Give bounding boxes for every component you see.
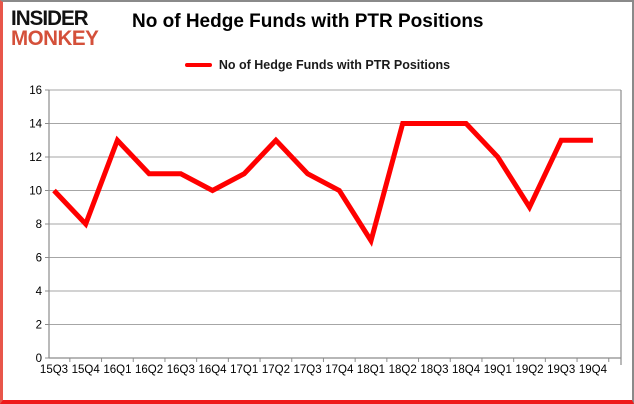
y-tick-label: 0 bbox=[36, 353, 42, 365]
x-tick-label: 15Q3 bbox=[40, 364, 68, 376]
chart-title: No of Hedge Funds with PTR Positions bbox=[132, 11, 484, 32]
x-tick-label: 17Q2 bbox=[262, 364, 290, 376]
x-tick-label: 19Q1 bbox=[484, 364, 512, 376]
x-tick-label: 17Q1 bbox=[230, 364, 258, 376]
y-tick-label: 12 bbox=[29, 152, 42, 164]
insider-monkey-logo: INSIDER MONKEY bbox=[11, 7, 100, 50]
y-tick-label: 6 bbox=[36, 253, 42, 265]
y-tick-label: 14 bbox=[29, 119, 42, 131]
y-tick-label: 2 bbox=[36, 320, 42, 332]
y-tick-label: 8 bbox=[36, 219, 42, 231]
x-tick-label: 17Q4 bbox=[325, 364, 354, 376]
x-tick-label: 19Q3 bbox=[547, 364, 575, 376]
x-tick-label: 15Q4 bbox=[72, 364, 101, 376]
logo-monkey-text: MONKEY bbox=[11, 27, 99, 50]
legend-label: No of Hedge Funds with PTR Positions bbox=[218, 58, 451, 72]
x-tick-label: 18Q2 bbox=[389, 364, 417, 376]
x-tick-label: 19Q2 bbox=[515, 364, 543, 376]
x-tick-label: 17Q3 bbox=[294, 364, 322, 376]
logo-insider-text: INSIDER bbox=[11, 7, 89, 30]
x-tick-label: 18Q4 bbox=[452, 364, 481, 376]
x-tick-label: 16Q3 bbox=[167, 364, 195, 376]
x-tick-label: 18Q1 bbox=[357, 364, 385, 376]
x-tick-label: 19Q4 bbox=[579, 364, 608, 376]
data-line bbox=[52, 121, 593, 247]
y-tick-label: 16 bbox=[29, 85, 42, 97]
legend-line-icon bbox=[184, 63, 212, 67]
x-tick-label: 16Q1 bbox=[103, 364, 131, 376]
x-tick-label: 18Q3 bbox=[420, 364, 448, 376]
y-tick-label: 4 bbox=[36, 286, 43, 298]
legend: No of Hedge Funds with PTR Positions bbox=[3, 58, 632, 72]
y-tick-label: 10 bbox=[29, 186, 42, 198]
x-tick-label: 16Q4 bbox=[198, 364, 227, 376]
x-tick-label: 16Q2 bbox=[135, 364, 163, 376]
